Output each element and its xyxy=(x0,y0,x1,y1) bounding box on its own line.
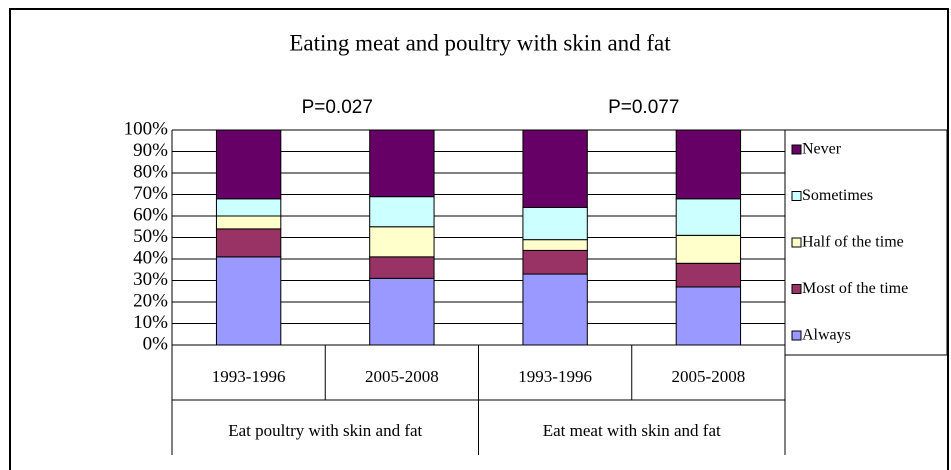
bar-segment xyxy=(215,215,282,230)
bar-segment xyxy=(522,129,588,208)
y-tick-label: 0% xyxy=(143,333,169,354)
y-tick-label: 90% xyxy=(133,140,168,161)
bar-segment xyxy=(675,198,742,236)
bar-segment xyxy=(369,256,435,279)
chart-title: Eating meat and poultry with skin and fa… xyxy=(289,30,671,55)
x-tick-label: 2005-2008 xyxy=(365,367,439,386)
bar-segment xyxy=(215,129,282,200)
y-tick-label: 70% xyxy=(133,183,168,204)
bar-segment xyxy=(675,262,742,288)
y-tick-label: 50% xyxy=(133,226,168,247)
bar-segment xyxy=(369,277,435,346)
y-tick-label: 60% xyxy=(133,204,168,225)
bar-segment xyxy=(522,206,588,241)
y-tick-label: 30% xyxy=(133,269,168,290)
legend-box xyxy=(784,129,948,356)
y-tick-label: 10% xyxy=(133,312,168,333)
bar-segment xyxy=(215,256,282,346)
bar-segment xyxy=(675,129,742,200)
legend-label: Half of the time xyxy=(802,234,904,251)
legend-label: Never xyxy=(802,141,842,158)
legend-swatch xyxy=(791,330,802,341)
legend-label: Most of the time xyxy=(802,280,908,297)
bar-segment xyxy=(522,239,588,251)
bar-segment xyxy=(369,129,435,198)
legend-swatch xyxy=(791,237,802,248)
y-tick-label: 100% xyxy=(124,118,169,139)
bar-segment xyxy=(215,228,282,258)
annotation: P=0.027 xyxy=(302,97,373,118)
legend-label: Sometimes xyxy=(802,187,873,204)
legend-swatch xyxy=(791,191,802,201)
x-tick-label: 1993-1996 xyxy=(212,367,286,386)
y-tick-label: 80% xyxy=(133,161,168,182)
bar-segment xyxy=(369,196,435,228)
bar-segment xyxy=(215,198,282,217)
x-tick-label: 2005-2008 xyxy=(672,367,746,386)
bar-segment xyxy=(522,249,588,275)
group-label: Eat meat with skin and fat xyxy=(543,421,721,440)
legend-swatch xyxy=(791,284,802,294)
group-label: Eat poultry with skin and fat xyxy=(228,421,422,440)
y-tick-label: 20% xyxy=(133,290,168,311)
x-tick-label: 1993-1996 xyxy=(518,367,592,386)
bar-segment xyxy=(369,226,435,258)
bar-segment xyxy=(675,234,742,264)
bar-segment xyxy=(522,273,588,346)
annotation: P=0.077 xyxy=(608,97,679,118)
legend-swatch xyxy=(791,144,802,155)
legend-label: Always xyxy=(802,327,851,344)
bar-segment xyxy=(675,286,742,346)
y-tick-label: 40% xyxy=(133,247,168,268)
